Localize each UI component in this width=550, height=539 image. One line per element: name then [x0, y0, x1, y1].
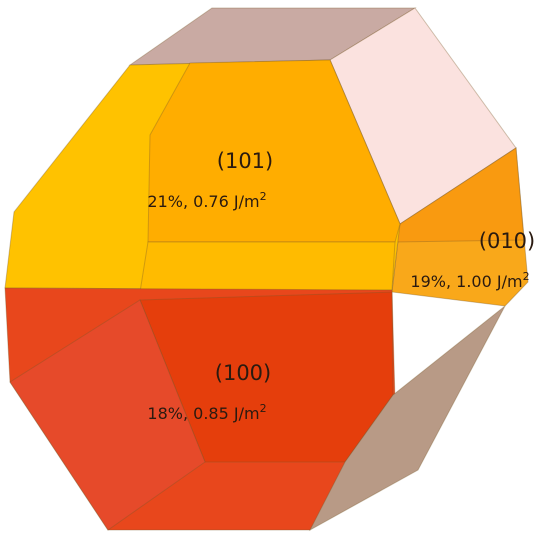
superscript: 2 — [523, 270, 530, 283]
superscript: 2 — [260, 402, 267, 415]
facet — [9, 299, 206, 531]
face-stats: 19%, 1.00 J/m2 — [410, 270, 529, 291]
face-stats: 21%, 0.76 J/m2 — [147, 190, 266, 211]
facet — [139, 241, 396, 293]
superscript: 2 — [260, 190, 267, 203]
face-label: (100) — [215, 361, 271, 385]
face-label: (010) — [479, 229, 535, 253]
stats-text: 18%, 0.85 J/m — [147, 404, 259, 423]
stats-text: 19%, 1.00 J/m — [410, 272, 522, 291]
stats-text: 21%, 0.76 J/m — [147, 192, 259, 211]
facet — [308, 305, 506, 532]
face-stats: 18%, 0.85 J/m2 — [147, 402, 266, 423]
face-label: (101) — [217, 149, 273, 173]
